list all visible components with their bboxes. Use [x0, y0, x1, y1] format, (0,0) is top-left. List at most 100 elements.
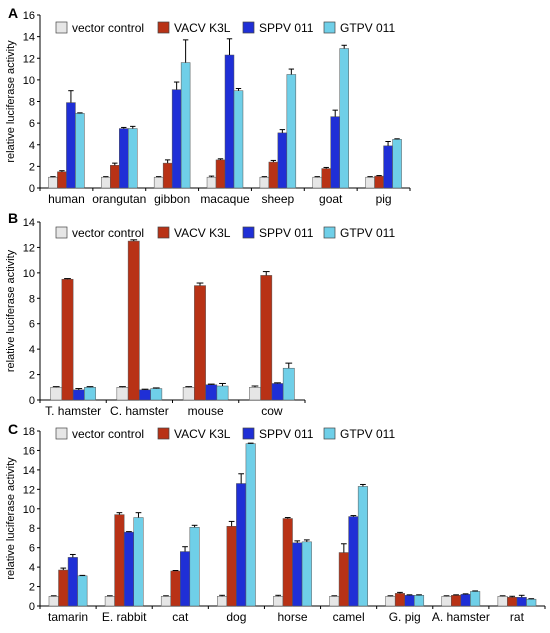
- x-tick-label: G. pig: [389, 610, 421, 624]
- y-tick-label: 12: [23, 53, 35, 65]
- bar-macaque-2: [224, 54, 235, 189]
- bar-goat-2: [330, 116, 340, 189]
- bar-cat-3: [189, 527, 200, 607]
- x-tick-label: pig: [376, 192, 392, 206]
- x-tick-label: macaque: [200, 192, 250, 206]
- y-tick-label: 8: [29, 293, 35, 305]
- bar-gibbon-3: [180, 62, 191, 189]
- legend-swatch: [323, 427, 336, 440]
- legend-label: SPPV 011: [259, 427, 314, 441]
- y-tick-label: 8: [29, 523, 35, 535]
- y-axis-label: relative luciferase activity: [5, 40, 17, 163]
- bar-camel-3: [357, 486, 368, 607]
- bar-goat-3: [339, 48, 349, 189]
- bar-orangutan-3: [128, 128, 138, 189]
- legend-swatch: [157, 427, 170, 440]
- x-tick-label: T. hamster: [45, 404, 101, 418]
- x-tick-label: gibbon: [154, 192, 190, 206]
- legend-swatch: [157, 21, 170, 34]
- y-tick-label: 10: [23, 75, 35, 87]
- y-tick-label: 10: [23, 268, 35, 280]
- bar-camel-2: [348, 516, 359, 607]
- bar-human-1: [57, 171, 67, 189]
- legend-label: VACV K3L: [174, 226, 231, 240]
- bar-e-rabbit-0: [104, 596, 115, 607]
- bar-a-hamster-2: [460, 594, 471, 607]
- bar-macaque-0: [206, 176, 217, 189]
- bar-sheep-1: [268, 161, 279, 189]
- legend-label: GTPV 011: [340, 427, 395, 441]
- x-tick-label: rat: [510, 610, 525, 624]
- y-tick-label: 6: [29, 118, 35, 130]
- y-axis-label: relative luciferase activity: [5, 249, 17, 372]
- bar-mouse-1: [194, 285, 206, 401]
- x-tick-label: cat: [172, 610, 189, 624]
- bar-sheep-2: [277, 132, 288, 189]
- bar-goat-1: [321, 168, 331, 189]
- bar-tamarin-1: [58, 569, 69, 607]
- bar-a-hamster-3: [470, 591, 481, 607]
- bar-human-3: [75, 113, 85, 189]
- bar-cat-2: [180, 551, 191, 607]
- y-tick-label: 0: [29, 183, 35, 195]
- bar-e-rabbit-1: [114, 514, 125, 607]
- legend-swatch: [323, 226, 336, 239]
- x-tick-label: cow: [261, 404, 283, 418]
- bar-cow-3: [282, 367, 295, 401]
- bar-pig-2: [383, 145, 393, 189]
- bar-dog-3: [245, 443, 256, 607]
- legend-label: vector control: [72, 21, 144, 35]
- bar-rat-2: [516, 597, 527, 607]
- bar-cat-1: [170, 570, 181, 607]
- legend-label: SPPV 011: [259, 21, 314, 35]
- legend-label: GTPV 011: [340, 226, 395, 240]
- x-tick-label: horse: [277, 610, 307, 624]
- bar-horse-3: [301, 541, 312, 607]
- bar-sheep-0: [259, 176, 270, 189]
- x-tick-label: human: [48, 192, 85, 206]
- panel-c: C 0 2 4 6 8 10 12 14 16 18 relative luciferase acti…: [5, 421, 546, 624]
- y-tick-label: 0: [29, 601, 35, 613]
- bar-c-hamster-1: [127, 240, 140, 401]
- bar-t-hamster-3: [84, 387, 96, 401]
- bar-mouse-0: [182, 387, 195, 401]
- bar-c-hamster-0: [116, 387, 129, 401]
- legend: vector control VACV K3L SPPV 011 GTPV 011: [55, 21, 395, 35]
- bar-horse-1: [282, 518, 293, 607]
- legend-label: VACV K3L: [174, 21, 231, 35]
- bar-g-pig-0: [385, 596, 396, 607]
- bar-goat-0: [312, 176, 322, 189]
- legend-label: SPPV 011: [259, 226, 314, 240]
- legend-swatch: [242, 226, 255, 239]
- y-tick-label: 6: [29, 319, 35, 331]
- x-tick-label: A. hamster: [432, 610, 490, 624]
- bar-dog-0: [217, 596, 228, 607]
- bar-t-hamster-2: [72, 389, 85, 401]
- bar-g-pig-2: [404, 595, 415, 607]
- x-tick-label: tamarin: [48, 610, 88, 624]
- bar-cow-2: [271, 383, 284, 401]
- bar-mouse-3: [216, 385, 229, 401]
- bar-mouse-2: [205, 384, 218, 401]
- bar-macaque-1: [215, 159, 226, 189]
- y-tick-label: 4: [29, 562, 35, 574]
- bar-human-0: [48, 176, 58, 189]
- bar-cat-0: [160, 596, 171, 607]
- y-tick-label: 14: [23, 465, 35, 477]
- y-tick-label: 14: [23, 32, 35, 44]
- legend-label: vector control: [72, 427, 144, 441]
- y-tick-label: 8: [29, 97, 35, 109]
- y-tick-label: 16: [23, 10, 35, 22]
- legend-label: GTPV 011: [340, 21, 395, 35]
- legend-label: vector control: [72, 226, 144, 240]
- bar-rat-1: [507, 597, 518, 607]
- bar-gibbon-0: [153, 176, 164, 189]
- bar-sheep-3: [286, 74, 297, 189]
- bar-g-pig-1: [394, 593, 405, 607]
- bar-pig-1: [374, 175, 384, 189]
- bar-tamarin-2: [67, 557, 78, 607]
- x-tick-label: mouse: [188, 404, 224, 418]
- y-tick-label: 14: [23, 217, 35, 229]
- legend-swatch: [242, 427, 255, 440]
